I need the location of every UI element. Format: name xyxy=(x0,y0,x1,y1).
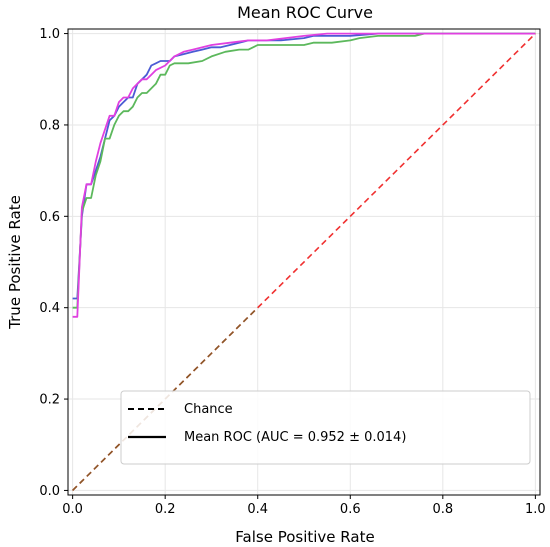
x-tick-label: 0.4 xyxy=(247,502,268,517)
x-axis-label: False Positive Rate xyxy=(235,528,374,546)
x-tick-label: 0.8 xyxy=(432,502,453,517)
legend-mean-roc-label: Mean ROC (AUC = 0.952 ± 0.014) xyxy=(184,430,406,445)
y-tick-label: 0.0 xyxy=(39,484,60,499)
legend-chance-label: Chance xyxy=(184,402,233,417)
legend: Chance Mean ROC (AUC = 0.952 ± 0.014) xyxy=(120,390,531,465)
chart-title: Mean ROC Curve xyxy=(237,3,373,22)
x-tick-label: 0.6 xyxy=(340,502,361,517)
x-tick-label: 0.2 xyxy=(155,502,176,517)
roc-series-line-3 xyxy=(72,32,536,318)
y-tick-label: 0.2 xyxy=(39,393,60,408)
y-tick-label: 0.8 xyxy=(39,118,60,133)
grid xyxy=(68,29,540,495)
plot-frame xyxy=(67,28,541,496)
y-axis-label: True Positive Rate xyxy=(6,195,24,330)
y-tick-label: 0.6 xyxy=(39,210,60,225)
y-tick-label: 0.4 xyxy=(39,301,60,316)
y-tick-label: 1.0 xyxy=(39,27,60,42)
roc-series-line-4 xyxy=(72,33,536,491)
roc-series-line-2 xyxy=(72,32,536,309)
axis-ticks: 0.0 0.2 0.4 0.6 0.8 1.0 0.0 0.2 0.4 0.6 0.8 1.0 xyxy=(39,27,545,517)
x-tick-label: 1.0 xyxy=(525,502,546,517)
legend-box xyxy=(120,390,531,465)
x-tick-label: 0.0 xyxy=(62,502,83,517)
